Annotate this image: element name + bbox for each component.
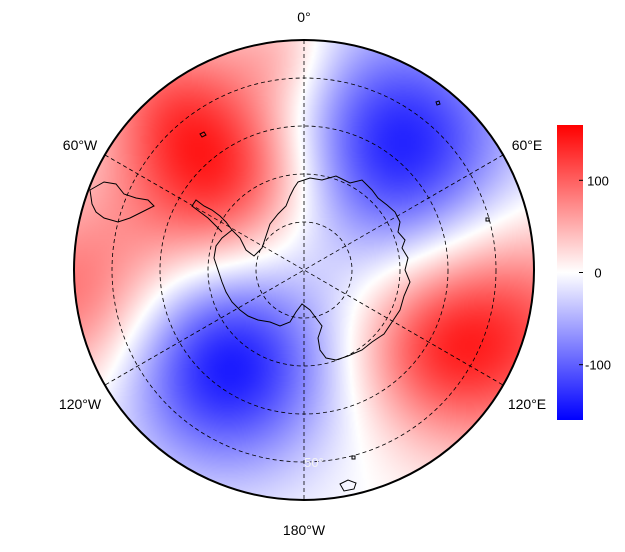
island-2 bbox=[339, 479, 357, 492]
island-4 bbox=[485, 217, 490, 222]
antarctica-coastline bbox=[213, 175, 411, 361]
label-120w: 120°W bbox=[59, 396, 102, 412]
label-120e: 120°E bbox=[508, 396, 546, 412]
colorbar-tick-label: -100 bbox=[585, 358, 611, 373]
colorbar-ticks: 100 0 -100 bbox=[579, 173, 611, 373]
colorbar-tick-label: 100 bbox=[587, 173, 609, 188]
colorbar-tick-label: 0 bbox=[594, 266, 601, 281]
coastline bbox=[89, 100, 490, 492]
label-180w: 180°W bbox=[283, 522, 326, 538]
island-1 bbox=[199, 131, 207, 138]
anomaly-field-raster bbox=[74, 40, 534, 500]
peninsula-coastline bbox=[191, 199, 233, 233]
label-60e: 60°E bbox=[512, 137, 543, 153]
colorbar-gradient bbox=[557, 125, 583, 420]
map-boundary bbox=[73, 39, 535, 501]
colorbar: 100 0 -100 bbox=[557, 125, 611, 420]
graticule bbox=[104, 40, 504, 500]
label-60w: 60°W bbox=[63, 137, 98, 153]
south-america-coastline bbox=[89, 181, 155, 223]
anomaly-field bbox=[74, 40, 534, 500]
label-0-deg: 0° bbox=[297, 9, 310, 25]
island-5 bbox=[351, 455, 356, 460]
island-3 bbox=[435, 100, 441, 106]
label-latitude-50: 50° bbox=[304, 455, 324, 470]
